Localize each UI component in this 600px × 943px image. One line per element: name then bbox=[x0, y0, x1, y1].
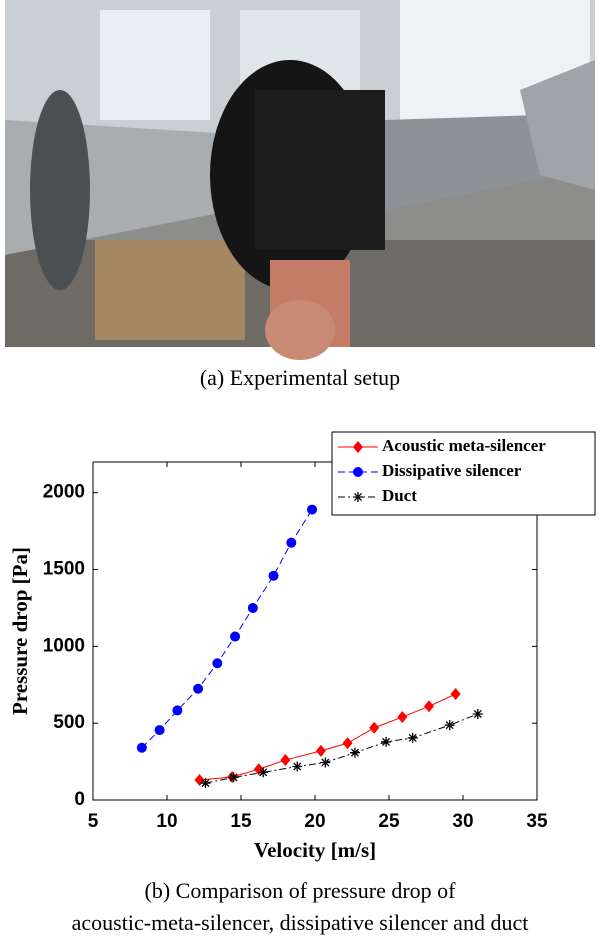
x-tick-label: 20 bbox=[304, 811, 325, 832]
y-axis-label: Pressure drop [Pa] bbox=[8, 547, 32, 715]
marker bbox=[230, 631, 241, 642]
marker bbox=[381, 736, 392, 747]
marker bbox=[258, 767, 269, 778]
marker bbox=[353, 467, 363, 477]
x-tick-label: 25 bbox=[378, 811, 400, 832]
marker bbox=[193, 683, 204, 694]
marker bbox=[369, 721, 380, 734]
x-axis-label: Velocity [m/s] bbox=[254, 838, 376, 862]
marker bbox=[353, 441, 363, 453]
marker bbox=[292, 761, 303, 772]
x-tick-label: 5 bbox=[88, 811, 99, 832]
marker bbox=[200, 778, 211, 789]
marker bbox=[423, 700, 434, 713]
marker bbox=[136, 742, 147, 753]
marker bbox=[154, 725, 165, 736]
y-tick-label: 2000 bbox=[43, 482, 85, 503]
caption-b: (b) Comparison of pressure drop of bbox=[145, 878, 457, 903]
marker bbox=[315, 744, 326, 757]
legend-label: Duct bbox=[382, 486, 417, 505]
marker bbox=[353, 492, 363, 502]
legend-label: Dissipative silencer bbox=[382, 461, 522, 480]
series-line bbox=[141, 509, 313, 749]
marker bbox=[286, 537, 297, 548]
x-tick-label: 15 bbox=[230, 811, 252, 832]
marker bbox=[280, 754, 291, 767]
marker bbox=[407, 732, 418, 743]
marker bbox=[212, 658, 223, 669]
y-tick-label: 0 bbox=[74, 789, 85, 810]
x-tick-label: 35 bbox=[526, 811, 548, 832]
caption-a: (a) Experimental setup bbox=[200, 365, 400, 390]
y-tick-label: 500 bbox=[53, 712, 85, 733]
series-line bbox=[199, 693, 456, 781]
marker bbox=[268, 570, 279, 581]
marker bbox=[450, 687, 461, 700]
series-line bbox=[205, 713, 478, 784]
marker bbox=[247, 602, 258, 613]
marker bbox=[472, 708, 483, 719]
caption-b: acoustic-meta-silencer, dissipative sile… bbox=[72, 910, 529, 935]
legend-box bbox=[331, 431, 596, 516]
x-tick-label: 10 bbox=[156, 811, 177, 832]
photo bbox=[5, 0, 595, 360]
marker bbox=[307, 504, 318, 515]
marker bbox=[320, 757, 331, 768]
marker bbox=[228, 772, 239, 783]
marker bbox=[172, 705, 183, 716]
marker bbox=[444, 720, 455, 731]
y-tick-label: 1000 bbox=[43, 635, 85, 656]
y-tick-label: 1500 bbox=[43, 559, 85, 580]
legend-label: Acoustic meta-silencer bbox=[382, 436, 546, 455]
marker bbox=[342, 737, 353, 750]
x-tick-label: 30 bbox=[452, 811, 473, 832]
marker bbox=[397, 711, 408, 724]
marker bbox=[349, 747, 360, 758]
